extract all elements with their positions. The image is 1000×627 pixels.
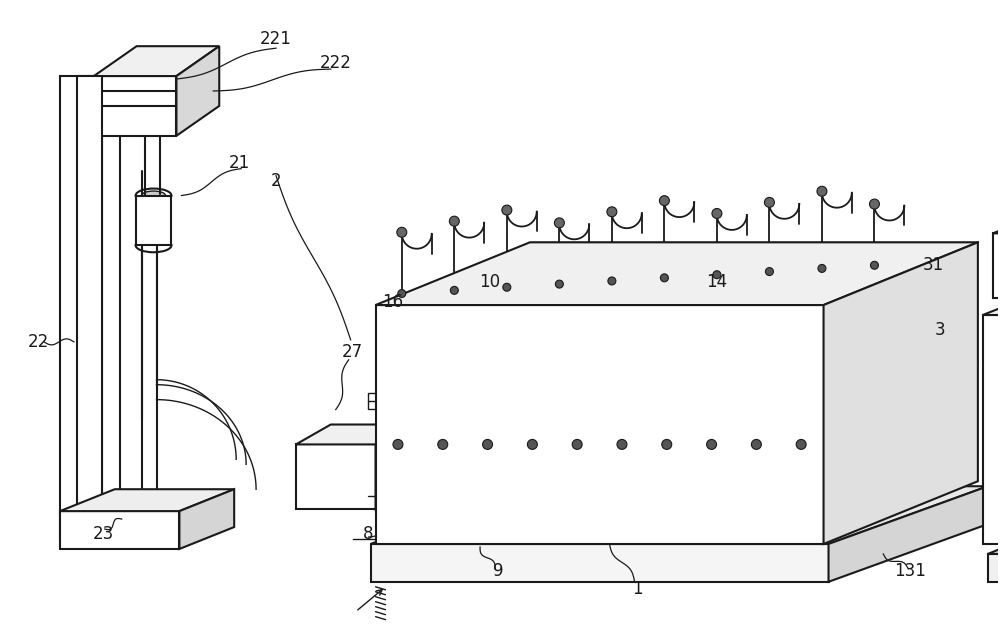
Circle shape xyxy=(608,277,616,285)
Text: 31: 31 xyxy=(922,256,944,274)
Polygon shape xyxy=(376,305,824,544)
Text: 2: 2 xyxy=(271,172,281,189)
Circle shape xyxy=(450,287,458,294)
Circle shape xyxy=(527,440,537,450)
Text: 22: 22 xyxy=(27,333,49,351)
Circle shape xyxy=(817,186,827,196)
Circle shape xyxy=(398,290,406,297)
Circle shape xyxy=(397,228,407,237)
Circle shape xyxy=(870,261,878,269)
Circle shape xyxy=(869,199,879,209)
Polygon shape xyxy=(988,542,1000,554)
Circle shape xyxy=(502,205,512,215)
Polygon shape xyxy=(983,303,1000,315)
Circle shape xyxy=(751,440,761,450)
Circle shape xyxy=(765,268,773,275)
Circle shape xyxy=(662,440,672,450)
Text: 222: 222 xyxy=(320,54,352,72)
Circle shape xyxy=(503,283,511,291)
Circle shape xyxy=(764,198,774,208)
Polygon shape xyxy=(993,226,1000,233)
Circle shape xyxy=(617,440,627,450)
Circle shape xyxy=(660,274,668,282)
Polygon shape xyxy=(60,76,102,539)
Circle shape xyxy=(818,265,826,272)
Polygon shape xyxy=(136,196,171,245)
Text: 16: 16 xyxy=(382,293,403,311)
Circle shape xyxy=(572,440,582,450)
Text: 10: 10 xyxy=(479,273,501,291)
Polygon shape xyxy=(371,544,829,582)
Circle shape xyxy=(555,280,563,288)
Circle shape xyxy=(713,271,721,278)
Circle shape xyxy=(554,218,564,228)
Text: 3: 3 xyxy=(935,321,945,339)
Circle shape xyxy=(393,440,403,450)
Circle shape xyxy=(483,440,493,450)
Text: 23: 23 xyxy=(93,525,114,543)
Text: 131: 131 xyxy=(894,562,926,580)
Polygon shape xyxy=(371,486,988,544)
Text: 8: 8 xyxy=(363,525,374,543)
Circle shape xyxy=(707,440,717,450)
Polygon shape xyxy=(824,242,978,544)
Polygon shape xyxy=(988,554,1000,582)
Text: 21: 21 xyxy=(229,154,250,172)
Circle shape xyxy=(712,209,722,218)
Polygon shape xyxy=(296,445,376,509)
Circle shape xyxy=(449,216,459,226)
Polygon shape xyxy=(179,489,234,549)
Polygon shape xyxy=(983,315,1000,544)
Text: 1: 1 xyxy=(632,580,643,598)
Polygon shape xyxy=(176,46,219,136)
Text: 9: 9 xyxy=(493,562,503,580)
Circle shape xyxy=(659,196,669,206)
Bar xyxy=(368,393,384,409)
Polygon shape xyxy=(829,486,988,582)
Polygon shape xyxy=(60,489,234,511)
Polygon shape xyxy=(376,424,410,509)
Polygon shape xyxy=(60,511,179,549)
Polygon shape xyxy=(376,242,978,305)
Polygon shape xyxy=(94,46,219,76)
Polygon shape xyxy=(993,233,1000,298)
Circle shape xyxy=(796,440,806,450)
Ellipse shape xyxy=(142,191,165,200)
Bar xyxy=(368,488,384,504)
Ellipse shape xyxy=(136,189,171,203)
Text: 221: 221 xyxy=(260,30,292,48)
Circle shape xyxy=(607,207,617,217)
Text: 14: 14 xyxy=(706,273,728,291)
Polygon shape xyxy=(296,424,410,445)
Circle shape xyxy=(438,440,448,450)
Polygon shape xyxy=(94,76,176,136)
Ellipse shape xyxy=(136,238,171,252)
Text: 27: 27 xyxy=(342,343,363,361)
